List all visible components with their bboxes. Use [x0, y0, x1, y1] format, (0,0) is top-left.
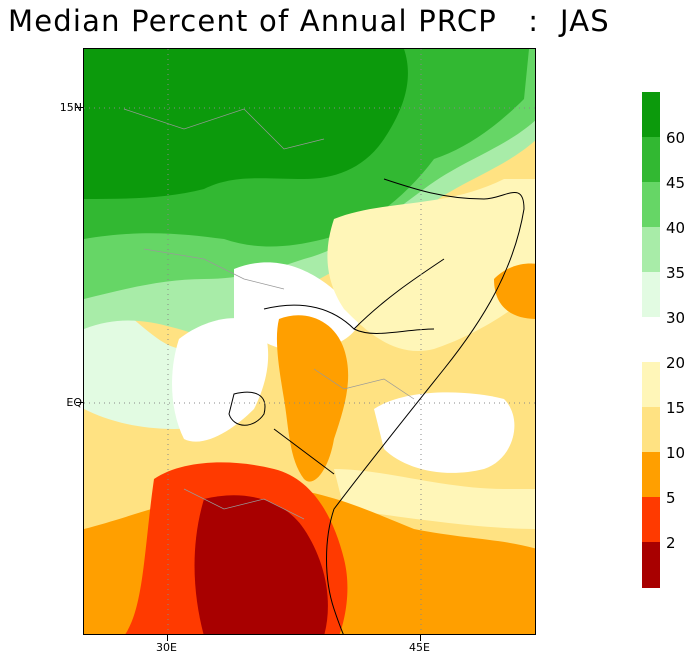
legend-label-30: 30: [666, 309, 686, 327]
region-orange-kenya: [276, 315, 349, 482]
legend-swatch-35-40: [642, 227, 660, 272]
legend-swatch-5-10: [642, 452, 660, 497]
legend-swatch-45-60: [642, 137, 660, 182]
border-ethiopia-kenya: [263, 304, 435, 334]
internal-border-2: [143, 248, 285, 290]
legend-swatch-20-30: [642, 317, 660, 362]
lon-label-45e: 45E: [409, 641, 430, 654]
lat-tick-15n: [76, 107, 83, 108]
internal-border-4: [183, 488, 305, 520]
border-somalia: [353, 258, 445, 330]
lon-tick-45e: [420, 635, 421, 641]
legend-label-40: 40: [666, 219, 686, 237]
internal-border-3: [313, 368, 415, 400]
lat-label-eq: EQ: [66, 396, 82, 409]
legend-label-2: 2: [666, 534, 676, 552]
region-dark-red: [194, 495, 328, 634]
region-orange-east-somalia: [494, 263, 535, 319]
legend-label-10: 10: [666, 444, 686, 462]
legend-label-45: 45: [666, 174, 686, 192]
legend-label-20: 20: [666, 354, 686, 372]
legend-label-60: 60: [666, 129, 686, 147]
lon-tick-30e: [167, 635, 168, 641]
legend-label-15: 15: [666, 399, 686, 417]
lake-victoria: [228, 391, 266, 426]
legend-swatch-60-plus: [642, 92, 660, 137]
legend-swatch-30-35: [642, 272, 660, 317]
map-panel: [83, 48, 536, 635]
legend-label-35: 35: [666, 264, 686, 282]
region-pale-yellow-coast: [334, 469, 535, 529]
legend-swatch-10-15: [642, 407, 660, 452]
lon-label-30e: 30E: [156, 641, 177, 654]
legend-swatch-15-20: [642, 362, 660, 407]
lat-tick-eq: [76, 402, 83, 403]
coastline-horn: [326, 178, 525, 634]
region-white-uganda: [172, 318, 269, 442]
region-pale-yellow-horn: [327, 179, 535, 351]
legend-swatch-40-45: [642, 182, 660, 227]
internal-border-1: [123, 108, 325, 150]
region-dark-green: [84, 49, 408, 199]
legend-label-5: 5: [666, 489, 676, 507]
map-title: Median Percent of Annual PRCP : JAS: [8, 4, 610, 38]
legend-swatch-2-5: [642, 497, 660, 542]
legend-swatch-below-2: [642, 542, 660, 588]
lat-label-15n: 15N: [59, 101, 82, 114]
border-kenya-tanzania: [273, 428, 335, 475]
precipitation-map: [84, 49, 535, 634]
